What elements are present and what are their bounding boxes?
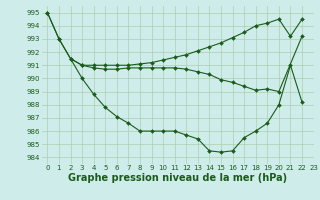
X-axis label: Graphe pression niveau de la mer (hPa): Graphe pression niveau de la mer (hPa) bbox=[68, 173, 287, 183]
